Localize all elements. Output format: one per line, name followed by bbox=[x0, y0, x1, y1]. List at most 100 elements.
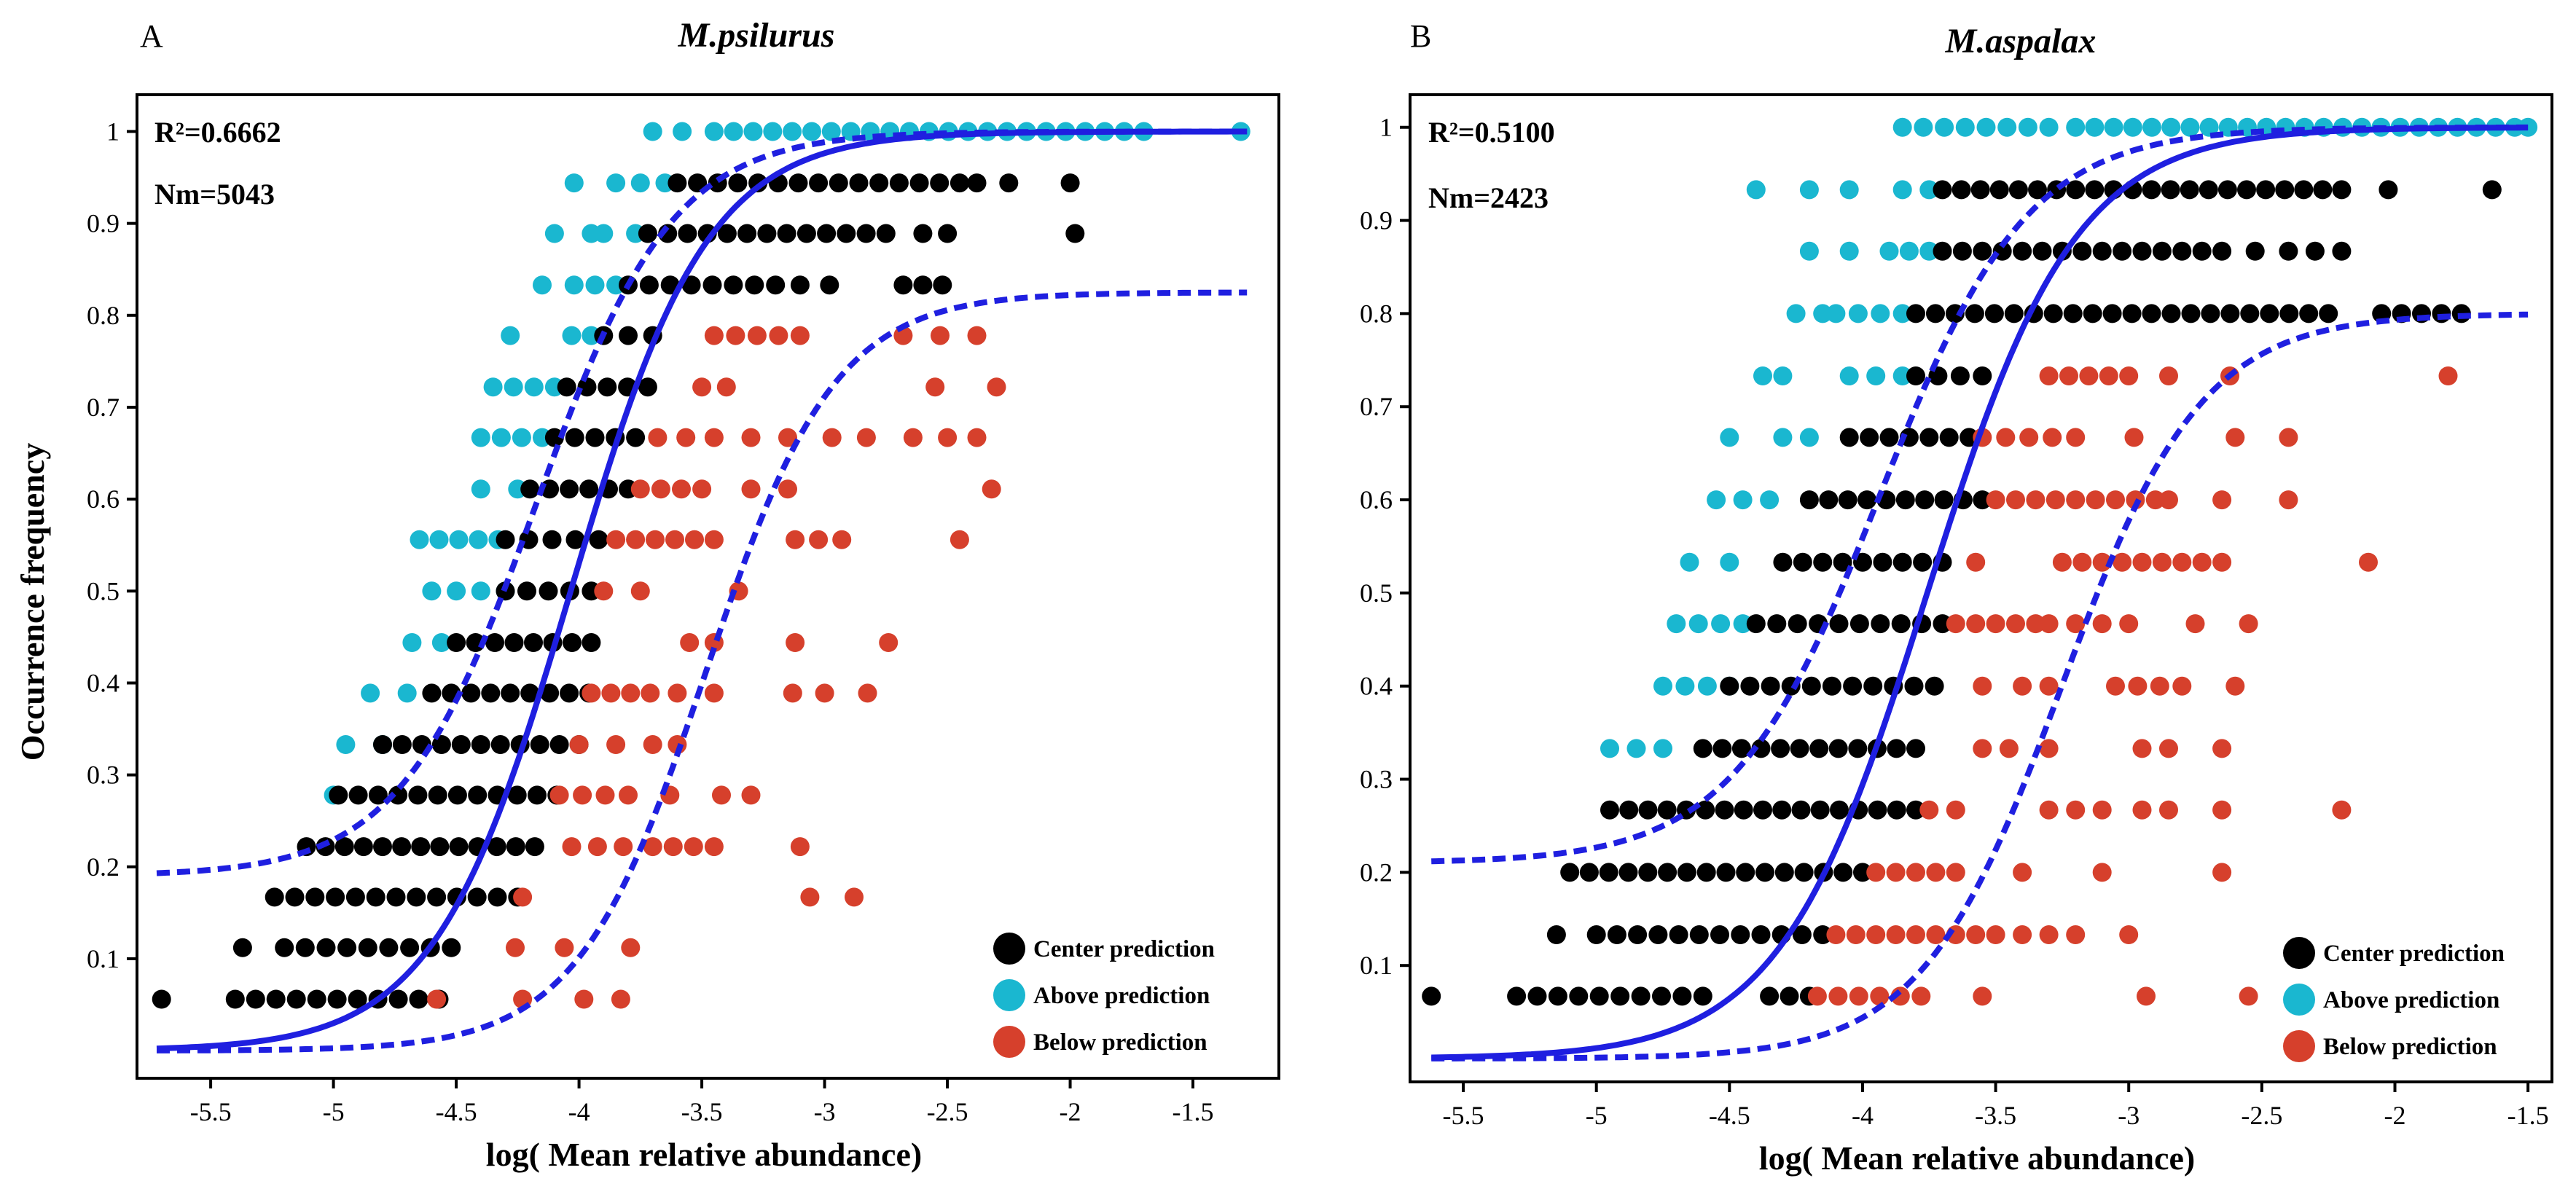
below-point bbox=[2045, 490, 2065, 510]
center-point bbox=[1822, 676, 1841, 696]
center-point bbox=[329, 785, 348, 805]
center-point bbox=[1788, 614, 1807, 634]
center-point bbox=[246, 989, 265, 1009]
below-point bbox=[646, 530, 665, 549]
below-point bbox=[672, 479, 691, 499]
center-point bbox=[1860, 428, 1879, 447]
above-point bbox=[1839, 180, 1859, 200]
below-point bbox=[2359, 552, 2378, 572]
center-point bbox=[2032, 241, 2052, 261]
panel-b-curves bbox=[1431, 124, 2529, 1061]
center-point bbox=[407, 887, 426, 907]
center-point bbox=[451, 735, 471, 754]
center-point bbox=[345, 887, 365, 907]
center-point bbox=[1546, 925, 1566, 944]
below-point bbox=[2225, 676, 2245, 696]
below-point bbox=[630, 581, 650, 601]
y-tick-label: 0.2 bbox=[87, 852, 120, 882]
center-point bbox=[2279, 241, 2298, 261]
below-point bbox=[2066, 490, 2086, 510]
below-point bbox=[2043, 428, 2062, 447]
below-point bbox=[2132, 739, 2152, 758]
center-point bbox=[471, 735, 490, 754]
center-point bbox=[326, 887, 345, 907]
center-point bbox=[913, 224, 933, 243]
center-point bbox=[1569, 986, 1589, 1006]
below-point bbox=[2019, 428, 2039, 447]
below-point bbox=[1846, 925, 1866, 944]
panel-b-plot-frame bbox=[1409, 93, 2553, 1083]
center-point bbox=[598, 377, 617, 397]
below-point bbox=[967, 428, 987, 447]
x-tick-label: -4 bbox=[568, 1097, 590, 1126]
center-point bbox=[585, 428, 605, 447]
center-point bbox=[717, 224, 737, 243]
above-point bbox=[1899, 241, 1919, 261]
center-point bbox=[1619, 800, 1639, 820]
below-point bbox=[606, 735, 626, 754]
center-point bbox=[1751, 925, 1771, 944]
center-point bbox=[930, 173, 950, 193]
below-point bbox=[641, 683, 660, 703]
center-point bbox=[766, 275, 786, 295]
below-point bbox=[704, 683, 724, 703]
below-point bbox=[663, 837, 683, 857]
below-point bbox=[684, 837, 703, 857]
center-point bbox=[702, 275, 722, 295]
above-point bbox=[1733, 490, 1753, 510]
below-point bbox=[1886, 925, 1906, 944]
center-point bbox=[1740, 676, 1760, 696]
center-point bbox=[1677, 863, 1696, 882]
center-point bbox=[1904, 676, 1924, 696]
below-point bbox=[778, 479, 797, 499]
center-point bbox=[530, 735, 549, 754]
below-point bbox=[427, 989, 447, 1009]
center-point bbox=[1065, 224, 1085, 243]
above-point bbox=[1626, 739, 1646, 758]
below-point bbox=[800, 887, 820, 907]
center-point bbox=[2063, 304, 2083, 323]
below-point bbox=[2066, 800, 2086, 820]
below-point bbox=[1926, 863, 1946, 882]
legend-below-marker bbox=[2283, 1030, 2315, 1062]
above-point bbox=[643, 122, 662, 141]
below-point bbox=[1999, 739, 2019, 758]
center-point bbox=[1631, 986, 1651, 1006]
below-point bbox=[1870, 986, 1890, 1006]
x-tick-label: -1.5 bbox=[1172, 1097, 1214, 1126]
center-point bbox=[560, 479, 579, 499]
x-tick-label: -2 bbox=[2384, 1101, 2405, 1130]
center-point bbox=[728, 173, 748, 193]
center-point bbox=[757, 224, 777, 243]
center-point bbox=[626, 428, 646, 447]
below-point bbox=[2159, 490, 2178, 510]
center-point bbox=[2212, 241, 2232, 261]
center-point bbox=[388, 989, 408, 1009]
below-point bbox=[614, 837, 633, 857]
center-point bbox=[1973, 490, 1992, 510]
panel-a-nm-label: Nm=5043 bbox=[154, 178, 275, 211]
below-point bbox=[786, 530, 805, 549]
center-point bbox=[1720, 676, 1739, 696]
below-point bbox=[1946, 863, 1965, 882]
center-point bbox=[392, 837, 412, 857]
center-point bbox=[411, 837, 431, 857]
center-point bbox=[1849, 614, 1869, 634]
above-point bbox=[1879, 241, 1899, 261]
x-tick-label: -5.5 bbox=[190, 1097, 232, 1126]
below-point bbox=[1807, 986, 1827, 1006]
below-point bbox=[1866, 863, 1886, 882]
center-point bbox=[2181, 304, 2201, 323]
below-point bbox=[2092, 863, 2112, 882]
panel-b-letter: B bbox=[1410, 18, 1431, 54]
center-point bbox=[1915, 490, 1935, 510]
below-point bbox=[680, 633, 700, 652]
legend-above-label: Above prediction bbox=[2323, 987, 2499, 1013]
center-point bbox=[2008, 180, 2028, 200]
below-point bbox=[676, 428, 696, 447]
below-point bbox=[2072, 552, 2092, 572]
center-point bbox=[2142, 180, 2161, 200]
below-point bbox=[1966, 552, 1986, 572]
center-point bbox=[2482, 180, 2502, 200]
below-point bbox=[668, 683, 687, 703]
